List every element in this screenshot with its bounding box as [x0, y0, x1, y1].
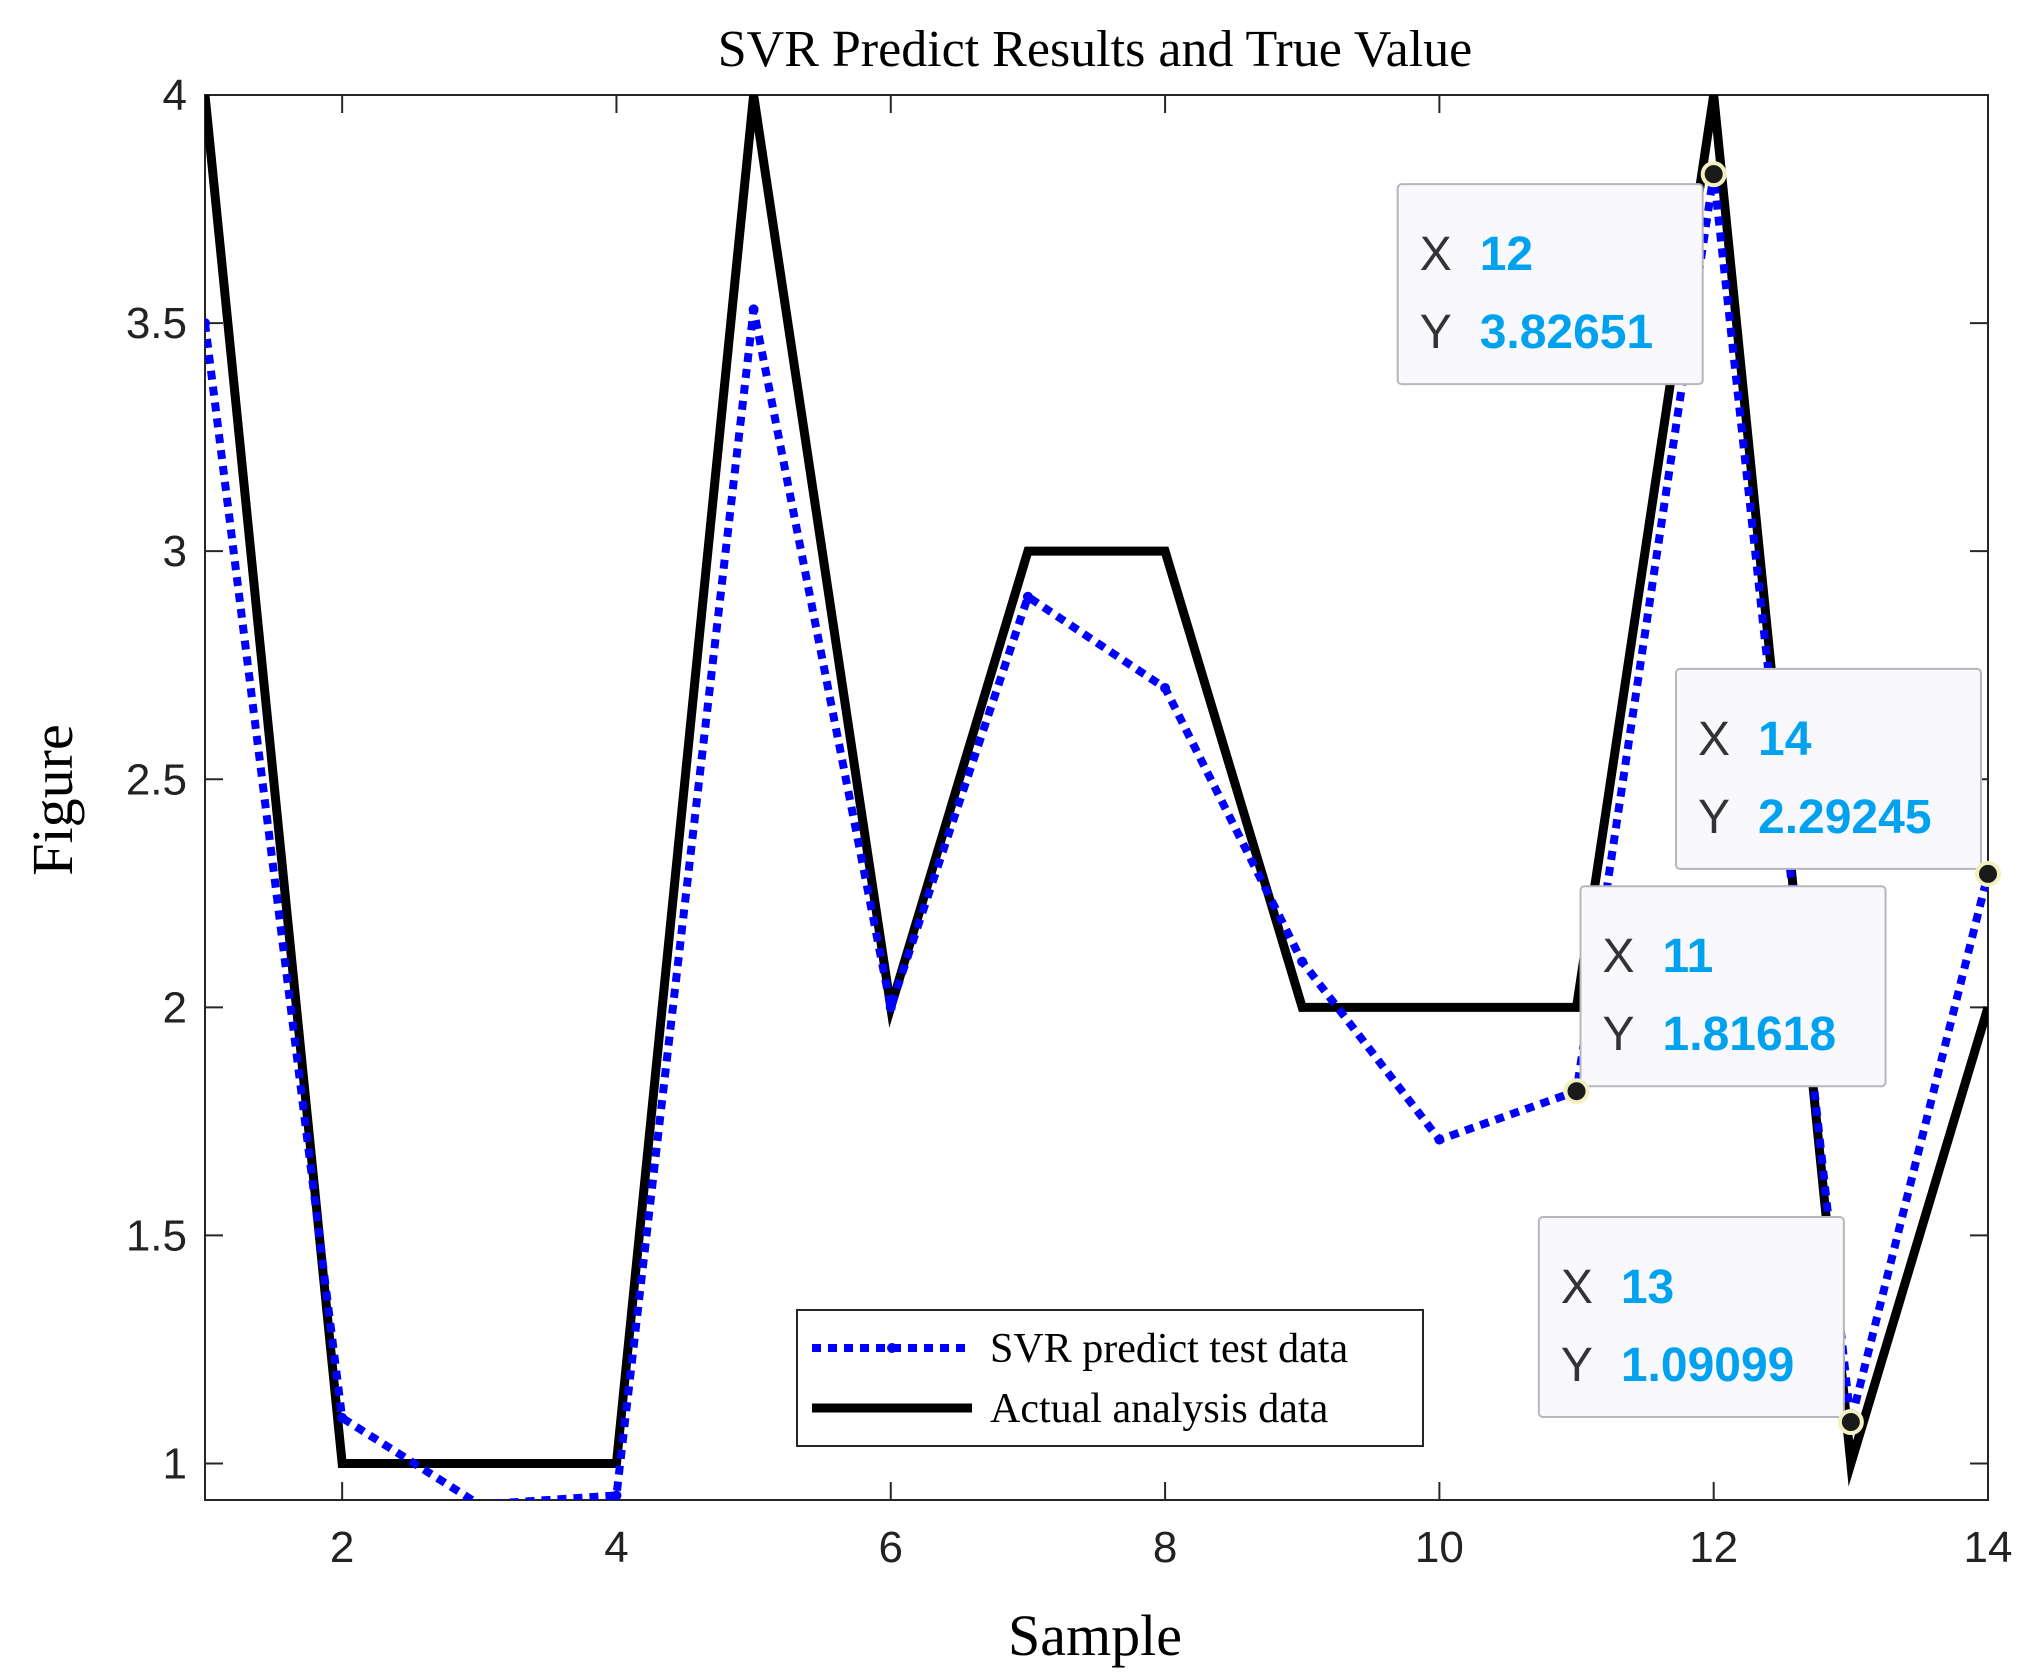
datatip-y-value: 1.81618 — [1663, 1008, 1837, 1061]
predicted-point — [1297, 956, 1308, 967]
predicted-point — [1434, 1134, 1445, 1145]
chart-title: SVR Predict Results and True Value — [718, 21, 1473, 78]
y-axis-label: Figure — [20, 724, 85, 875]
predicted-point — [477, 1499, 482, 1500]
x-tick-label: 10 — [1415, 1523, 1464, 1572]
x-axis-label: Sample — [1008, 1603, 1182, 1668]
datatip-y-value: 2.29245 — [1758, 791, 1932, 844]
x-tick-label: 2 — [330, 1523, 354, 1572]
datatip-x-label: X — [1420, 228, 1452, 281]
legend-label-actual: Actual analysis data — [990, 1386, 1329, 1432]
predicted-point — [1022, 591, 1033, 602]
predicted-point — [748, 304, 759, 315]
datatip-marker — [1975, 860, 2001, 887]
datatip-x-value: 12 — [1480, 228, 1533, 281]
datatip-x-value: 14 — [1758, 713, 1812, 766]
x-tick-label: 4 — [604, 1523, 628, 1572]
datatip-marker — [1700, 161, 1727, 188]
predicted-point — [337, 1412, 348, 1423]
datatip-marker — [1563, 1078, 1590, 1105]
datatip-x-value: 13 — [1621, 1261, 1674, 1314]
datatip-y-label: Y — [1561, 1339, 1593, 1392]
predicted-point — [885, 1002, 896, 1013]
legend: SVR predict test data Actual analysis dat… — [796, 1309, 1424, 1447]
predicted-point — [1160, 683, 1171, 694]
y-tick-label: 4 — [163, 71, 187, 120]
legend-label-predicted: SVR predict test data — [990, 1326, 1348, 1372]
datatip-x-value: 11 — [1663, 930, 1714, 983]
datatip-box — [1579, 885, 1887, 1088]
datatip-box — [1675, 667, 1982, 870]
datatip-y-label: Y — [1698, 791, 1730, 844]
plot-area: 2 4 6 8 10 12 14 1 1.5 2 2.5 3 3.5 4 SVR predict test … — [126, 71, 2013, 1572]
legend-marker-predicted — [887, 1343, 897, 1353]
datatip-box — [1396, 183, 1704, 386]
y-tick-label: 2.5 — [126, 755, 187, 804]
legend-box — [796, 1309, 1424, 1447]
x-tick-label: 12 — [1689, 1523, 1738, 1572]
datatip: X 13 Y 1.09099 — [1537, 1215, 1864, 1435]
datatip-box — [1537, 1215, 1845, 1418]
y-tick-label: 1 — [163, 1440, 187, 1489]
datatip-y-value: 3.82651 — [1480, 306, 1654, 359]
datatip-marker — [1837, 1408, 1864, 1435]
datatip-x-label: X — [1561, 1261, 1593, 1314]
datatip-y-value: 1.09099 — [1621, 1339, 1795, 1392]
datatip-x-label: X — [1603, 930, 1635, 983]
predicted-point — [611, 1490, 622, 1500]
datatip: X 12 Y 3.82651 — [1396, 161, 1727, 386]
x-tick-label: 6 — [879, 1523, 903, 1572]
y-tick-label: 1.5 — [126, 1211, 187, 1260]
datatip-y-label: Y — [1603, 1008, 1635, 1061]
predicted-point — [205, 318, 210, 329]
y-tick-label: 3.5 — [126, 299, 187, 348]
datatip: X 14 Y 2.29245 — [1675, 667, 2001, 887]
y-tick-label: 2 — [163, 983, 187, 1032]
y-tick-label: 3 — [163, 527, 187, 576]
x-tick-label: 8 — [1153, 1523, 1177, 1572]
axes-box — [204, 94, 1989, 1501]
datatip: X 11 Y 1.81618 — [1563, 885, 1887, 1105]
datatip-x-label: X — [1698, 713, 1730, 766]
x-tick-label: 14 — [1964, 1523, 2013, 1572]
datatip-y-label: Y — [1420, 306, 1452, 359]
